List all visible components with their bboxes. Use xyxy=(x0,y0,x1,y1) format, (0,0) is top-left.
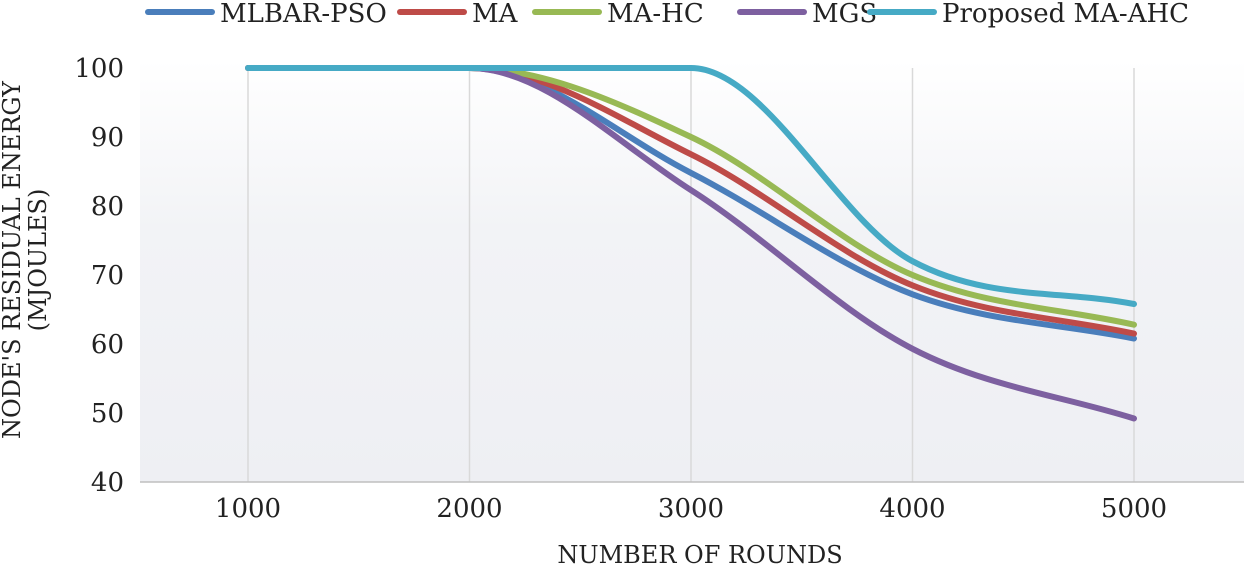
y-tick-label: 80 xyxy=(91,192,124,222)
legend-label-proposed-ma-ahc: Proposed MA-AHC xyxy=(942,0,1189,29)
legend-label-mlbar-pso: MLBAR-PSO xyxy=(220,0,387,29)
y-axis-tick-labels: 40 50 60 70 80 90 100 xyxy=(74,54,124,498)
y-tick-label: 70 xyxy=(91,261,124,291)
x-tick-label: 2000 xyxy=(436,494,502,524)
legend-label-ma-hc: MA-HC xyxy=(607,0,704,29)
legend: MLBAR-PSO MA MA-HC MGS Proposed MA-AHC xyxy=(145,0,1189,29)
x-tick-label: 5000 xyxy=(1101,494,1167,524)
legend-label-ma: MA xyxy=(472,0,519,29)
y-axis-title-line-1: NODE'S RESIDUAL ENERGY xyxy=(0,80,26,439)
series-lines xyxy=(245,65,1137,422)
legend-label-mgs: MGS xyxy=(812,0,877,29)
plot-area-background xyxy=(140,60,1244,482)
x-tick-label: 4000 xyxy=(879,494,945,524)
x-axis-tick-labels: 1000 2000 3000 4000 5000 xyxy=(215,494,1167,524)
y-tick-label: 60 xyxy=(91,330,124,360)
y-tick-label: 50 xyxy=(91,399,124,429)
x-tick-label: 3000 xyxy=(658,494,724,524)
y-tick-label: 90 xyxy=(91,123,124,153)
y-tick-label: 100 xyxy=(74,54,124,84)
y-axis-title-line-2: (MJOULES) xyxy=(24,189,52,332)
x-axis-title: NUMBER OF ROUNDS xyxy=(557,541,842,568)
x-tick-label: 1000 xyxy=(215,494,281,524)
series-line-proposed-ma-ahc xyxy=(245,65,1137,307)
y-tick-label: 40 xyxy=(91,468,124,498)
